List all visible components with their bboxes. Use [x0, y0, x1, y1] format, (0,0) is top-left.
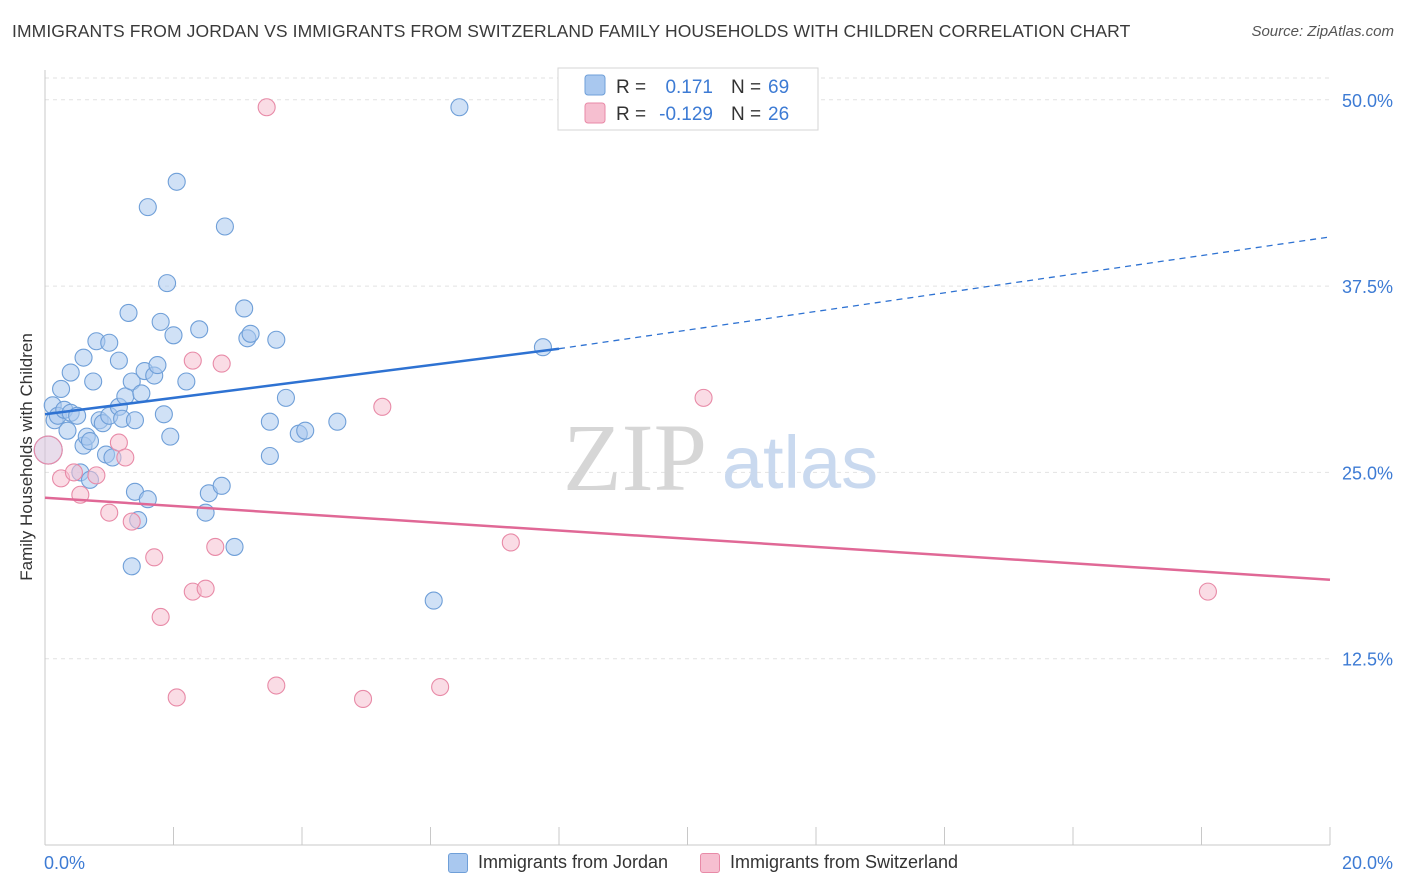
x-tick-label: 20.0% [1342, 853, 1393, 873]
switzerland-point [87, 466, 106, 485]
jordan-point [100, 333, 119, 352]
jordan-point [241, 324, 260, 343]
stats-r-label-blue: R = [616, 77, 646, 98]
switzerland-point [109, 433, 128, 452]
switzerland-point [122, 512, 141, 531]
axes [44, 70, 1331, 846]
jordan-point [424, 591, 443, 610]
stats-swatch-pink [584, 102, 606, 124]
jordan-point [125, 411, 144, 430]
jordan-point [260, 446, 279, 466]
jordan-point [212, 476, 231, 495]
switzerland-point [206, 537, 225, 556]
stats-n-value-blue: 69 [768, 77, 789, 98]
trend-lines [44, 236, 1331, 581]
jordan-point [450, 98, 469, 117]
switzerland-point [431, 677, 450, 697]
switzerland-point [100, 503, 119, 522]
jordan-point [109, 351, 128, 370]
stats-r-value-blue: 0.171 [665, 77, 713, 98]
switzerland-point [167, 688, 186, 707]
jordan-point [225, 537, 244, 556]
jordan-point [151, 312, 170, 331]
switzerland-point [183, 351, 202, 370]
stats-n-value-pink: 26 [768, 104, 789, 125]
legend-label-switzerland: Immigrants from Switzerland [730, 852, 959, 872]
jordan-point [296, 421, 315, 440]
switzerland-point [373, 397, 392, 416]
jordan-point [52, 379, 71, 398]
jordan-point [190, 320, 209, 339]
grid-lines [45, 77, 1330, 660]
jordan-point [132, 384, 151, 403]
chart-title: IMMIGRANTS FROM JORDAN VS IMMIGRANTS FRO… [12, 21, 1131, 41]
jordan-point [328, 412, 347, 431]
stats-swatch-blue [584, 74, 606, 96]
switzerland-point [145, 548, 164, 567]
jordan-point [122, 372, 141, 391]
watermark-zip: ZIP [563, 404, 707, 511]
legend-swatch-switzerland [700, 852, 720, 873]
watermark-atlas: atlas [722, 421, 878, 504]
legend-item-switzerland: Immigrants from Switzerland [700, 852, 958, 873]
jordan-point [138, 198, 157, 217]
jordan-point [80, 432, 100, 451]
jordan-point [177, 372, 196, 391]
jordan-point [158, 274, 177, 293]
legend-item-jordan: Immigrants from Jordan [447, 852, 668, 873]
jordan-point [167, 172, 186, 191]
switzerland-point [257, 98, 276, 117]
legend-swatch-jordan [447, 852, 468, 873]
jordan-point [154, 405, 173, 424]
switzerland-point [116, 448, 135, 467]
stats-r-value-pink: -0.129 [659, 104, 713, 125]
switzerland-point [1198, 582, 1217, 601]
jordan-point [164, 326, 183, 345]
jordan-point [161, 427, 180, 446]
jordan-point [58, 421, 77, 440]
y-tick-label: 37.5% [1342, 277, 1393, 297]
jordan-point [260, 412, 279, 431]
legend-label-jordan: Immigrants from Jordan [477, 852, 668, 872]
stats-legend: R = 0.171 N = 69 R = -0.129 N = 26 [557, 67, 819, 131]
jordan-point [533, 338, 552, 357]
jordan-point [84, 372, 103, 391]
series-legend: Immigrants from Jordan Immigrants from S… [0, 852, 1406, 873]
jordan-point [61, 363, 80, 382]
switzerland-point [151, 607, 170, 627]
switzerland-point [212, 354, 231, 373]
switzerland-point [196, 579, 215, 598]
switzerland-point [33, 435, 63, 465]
switzerland-point [267, 676, 286, 695]
stats-n-label-pink: N = [731, 104, 761, 125]
y-tick-label: 25.0% [1342, 463, 1393, 483]
switzerland-trend-line [44, 496, 1331, 581]
jordan-point [235, 299, 254, 318]
jordan-point [119, 303, 138, 322]
jordan-point [122, 557, 141, 576]
data-points [33, 98, 1217, 708]
switzerland-point [64, 463, 83, 482]
stats-n-label-blue: N = [731, 77, 761, 98]
jordan-point [276, 388, 295, 407]
jordan-point [267, 330, 286, 349]
y-axis-label: Family Households with Children [17, 333, 36, 581]
source-credit: Source: ZipAtlas.com [1251, 23, 1394, 40]
tick-labels: 12.5% 25.0% 37.5% 50.0% 0.0% 20.0% [44, 91, 1393, 873]
jordan-trend-line [44, 347, 560, 416]
y-tick-label: 12.5% [1342, 650, 1393, 670]
switzerland-point [694, 388, 713, 407]
switzerland-point [501, 533, 520, 552]
stats-r-label-pink: R = [616, 104, 646, 125]
jordan-point [74, 348, 93, 367]
jordan-trend-extension [558, 236, 1331, 350]
y-tick-label: 50.0% [1342, 91, 1393, 111]
switzerland-point [353, 689, 373, 708]
jordan-point [148, 356, 167, 375]
jordan-point [215, 217, 234, 236]
x-tick-label: 0.0% [44, 853, 85, 873]
